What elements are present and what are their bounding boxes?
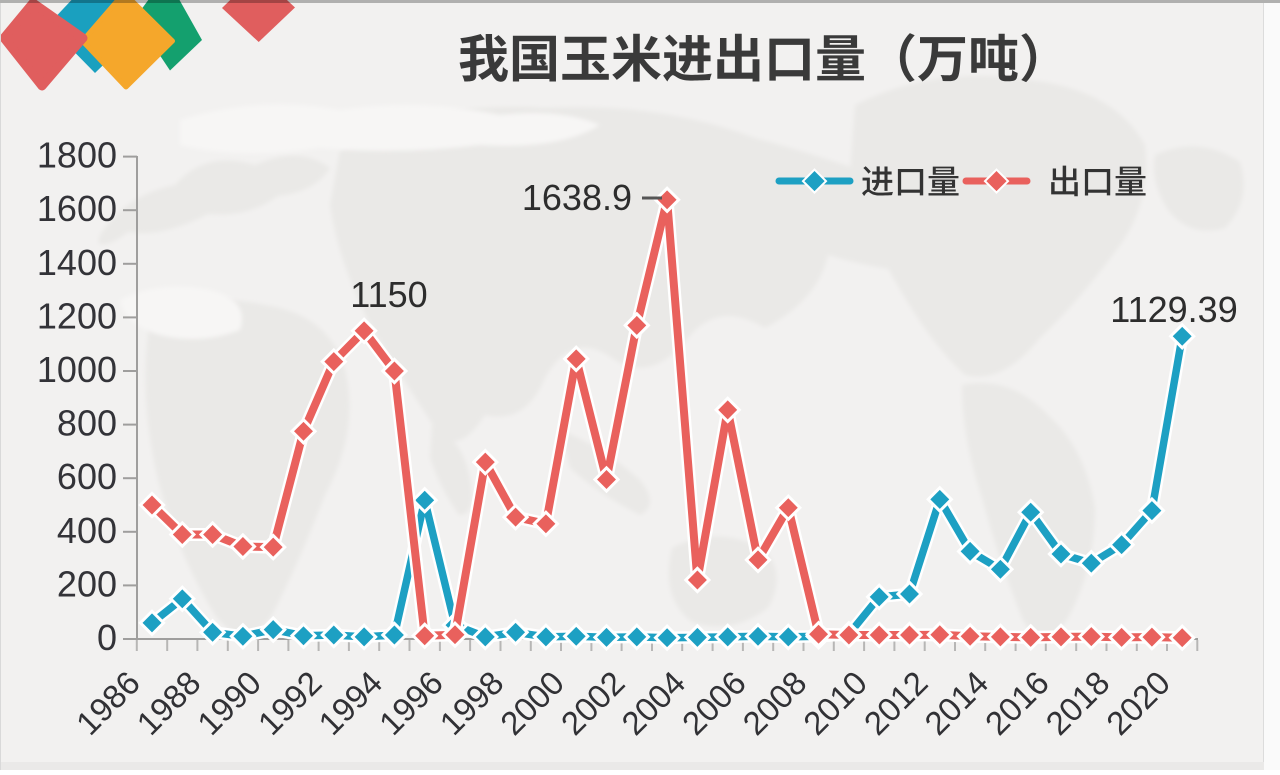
svg-text:1200: 1200: [37, 295, 117, 336]
svg-text:200: 200: [57, 563, 117, 604]
svg-text:1000: 1000: [37, 349, 117, 390]
svg-text:1638.9: 1638.9: [522, 177, 632, 218]
svg-text:800: 800: [57, 403, 117, 444]
svg-text:0: 0: [97, 617, 117, 658]
svg-text:600: 600: [57, 456, 117, 497]
svg-text:1400: 1400: [37, 242, 117, 283]
svg-text:1800: 1800: [37, 135, 117, 176]
svg-text:1600: 1600: [37, 188, 117, 229]
svg-text:400: 400: [57, 510, 117, 551]
svg-text:1150: 1150: [350, 274, 427, 315]
svg-text:1129.39: 1129.39: [1110, 289, 1237, 330]
